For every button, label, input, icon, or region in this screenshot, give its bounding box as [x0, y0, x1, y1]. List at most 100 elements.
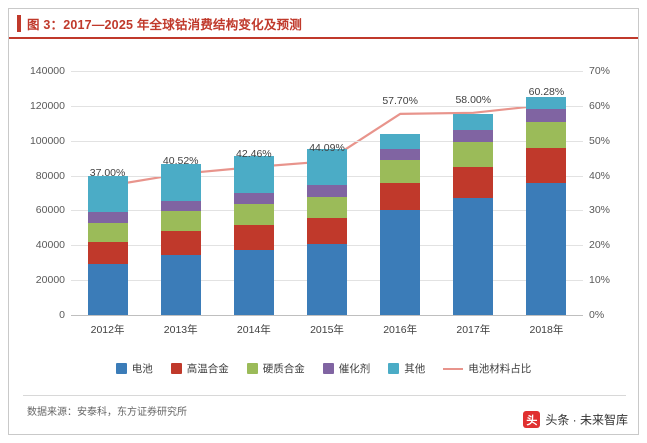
ratio-data-label: 40.52%	[162, 154, 199, 167]
bar-segment-硬质合金	[87, 222, 128, 242]
x-axis-tick: 2013年	[163, 324, 198, 336]
y-axis-left-tick: 80000	[35, 169, 65, 182]
x-axis-tick: 2016年	[383, 324, 418, 336]
gridline	[71, 105, 583, 107]
y-axis-left-tick: 140000	[29, 65, 65, 77]
bar-segment-高温合金	[526, 147, 567, 183]
y-axis-left-tick: 100000	[29, 134, 65, 147]
bar-stack	[307, 71, 347, 315]
bar-stack	[380, 71, 421, 315]
legend-label: 其他	[404, 363, 426, 375]
bar-segment-其他	[233, 156, 274, 193]
bar-segment-高温合金	[380, 182, 421, 211]
bar-segment-催化剂	[160, 200, 201, 212]
legend-item[interactable]: 催化剂	[322, 361, 371, 376]
chart-legend: 电池 高温合金 硬质合金 催化剂 其他 电池材料占比	[9, 361, 638, 376]
x-axis-tick: 2015年	[310, 324, 344, 336]
bar-stack	[233, 71, 274, 315]
bar-segment-其他	[160, 164, 201, 201]
legend-line-marker	[443, 367, 464, 370]
watermark-text: 头条 · 未来智库	[545, 413, 628, 427]
ratio-data-label: 42.46%	[236, 147, 272, 160]
legend-swatch	[246, 363, 258, 374]
legend-label: 硬质合金	[262, 363, 305, 375]
y-axis-right-tick: 70%	[589, 65, 611, 77]
bar-segment-硬质合金	[307, 196, 347, 219]
ratio-data-label: 58.00%	[455, 93, 492, 106]
bar-stack	[526, 71, 567, 315]
legend-label: 电池材料占比	[468, 363, 532, 375]
bar-stack	[453, 71, 494, 315]
y-axis-left-tick: 60000	[35, 204, 65, 217]
bar-segment-电池	[307, 243, 347, 315]
bar-stack	[160, 71, 201, 315]
bar-segment-催化剂	[87, 212, 128, 223]
ratio-data-label: 60.28%	[528, 85, 565, 98]
y-axis-right-tick: 30%	[589, 204, 611, 217]
y-axis-right-tick: 20%	[589, 239, 611, 252]
chart-title-bar: 图 3：2017—2025 年全球钴消费结构变化及预测	[9, 9, 638, 39]
bar-segment-其他	[307, 149, 347, 186]
bar-segment-高温合金	[87, 241, 128, 264]
bar-segment-硬质合金	[453, 142, 494, 167]
legend-swatch	[115, 363, 127, 374]
x-axis-line	[71, 315, 583, 316]
legend-label: 催化剂	[338, 363, 371, 375]
bar-segment-其他	[380, 133, 421, 149]
bar-segment-其他	[526, 97, 567, 110]
x-axis-tick: 2012年	[90, 324, 125, 336]
bar-segment-电池	[160, 254, 201, 315]
bar-segment-电池	[87, 263, 128, 315]
x-axis-tick: 2017年	[456, 324, 491, 336]
y-axis-left-tick: 40000	[35, 239, 65, 252]
bar-segment-硬质合金	[526, 121, 567, 148]
footer-divider	[23, 395, 626, 396]
bar-stack	[87, 71, 128, 315]
x-axis-tick: 2014年	[236, 324, 271, 336]
bar-segment-催化剂	[453, 130, 494, 143]
y-axis-left-tick: 20000	[35, 274, 65, 287]
bar-segment-其他	[453, 113, 494, 131]
chart-card: 图 3：2017—2025 年全球钴消费结构变化及预测 0 20000 40000 6…	[8, 8, 639, 435]
bar-segment-催化剂	[526, 109, 567, 122]
legend-item[interactable]: 其他	[388, 361, 425, 376]
bar-segment-高温合金	[453, 166, 494, 199]
source-note: 数据来源：安泰科，东方证券研究所	[27, 407, 187, 418]
legend-item[interactable]: 电池	[115, 361, 153, 376]
bar-segment-催化剂	[233, 193, 274, 205]
y-axis-right-tick: 10%	[589, 274, 611, 287]
bar-segment-高温合金	[233, 225, 274, 250]
legend-swatch	[170, 363, 182, 374]
watermark: 头 头条 · 未来智库	[523, 411, 628, 428]
legend-item[interactable]: 硬质合金	[246, 361, 305, 376]
bar-segment-硬质合金	[160, 211, 201, 232]
ratio-data-label: 57.70%	[382, 94, 418, 107]
gridline	[71, 140, 583, 142]
chart-plot-area: 0 20000 40000 60000 80000 100000 120000 140000 0…	[30, 65, 610, 336]
ratio-data-label: 37.00%	[89, 167, 126, 180]
legend-swatch	[322, 363, 334, 374]
bar-segment-电池	[526, 182, 567, 315]
gridline	[71, 71, 583, 72]
title-accent-bar	[17, 14, 21, 32]
legend-label: 电池	[131, 363, 153, 375]
bar-segment-电池	[453, 198, 494, 315]
bar-segment-电池	[233, 249, 274, 315]
bar-segment-催化剂	[380, 148, 421, 160]
y-axis-right-tick: 60%	[589, 99, 611, 112]
bar-segment-电池	[380, 210, 421, 315]
bar-segment-催化剂	[307, 185, 347, 197]
legend-swatch	[388, 363, 400, 374]
y-axis-left-tick: 120000	[29, 99, 65, 112]
watermark-logo-icon: 头	[523, 411, 541, 428]
bar-segment-硬质合金	[380, 159, 421, 183]
bar-segment-高温合金	[307, 218, 347, 244]
page-title: 图 3：2017—2025 年全球钴消费结构变化及预测	[27, 17, 302, 32]
legend-label: 高温合金	[186, 363, 229, 375]
legend-item[interactable]: 高温合金	[170, 361, 229, 376]
y-axis-left-tick: 0	[59, 309, 65, 321]
legend-item[interactable]: 电池材料占比	[443, 361, 531, 376]
y-axis-right-tick: 0%	[589, 309, 605, 321]
bar-segment-高温合金	[160, 231, 201, 255]
bar-segment-硬质合金	[233, 204, 274, 226]
